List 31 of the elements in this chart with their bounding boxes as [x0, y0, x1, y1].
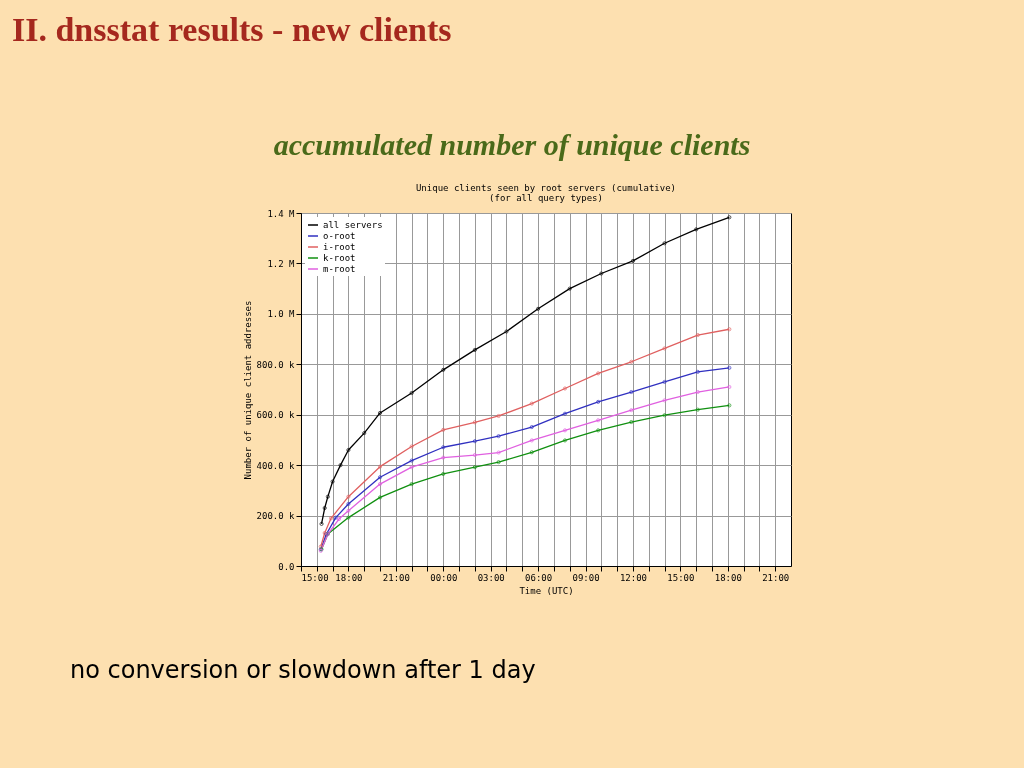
y-tick-label: 0.0: [278, 561, 295, 572]
legend-label: m-root: [323, 264, 356, 274]
x-tick-label: 03:00: [477, 572, 505, 583]
legend-label: i-root: [323, 242, 356, 252]
y-tick-label: 1.2 M: [267, 258, 296, 269]
legend-label: all servers: [323, 220, 383, 230]
text: no conversion or slowdown after 1 day: [70, 656, 536, 684]
y-tick-label: 200.0 k: [256, 511, 296, 522]
y-tick-label: 600.0 k: [256, 410, 296, 421]
text: Unique clients seen by root servers (cumulative): [415, 183, 677, 193]
x-tick-label: 00:00: [430, 572, 458, 583]
y-tick-label: 1.0 M: [267, 309, 296, 320]
legend-label: o-root: [323, 231, 356, 241]
chart-subtitle: accumulated number of unique clients: [273, 128, 751, 161]
x-tick-label: 09:00: [572, 572, 600, 583]
x-tick-label: 18:00: [335, 572, 363, 583]
chart-title: II. dnsstat results - new clients: [12, 11, 452, 48]
x-tick-label: 06:00: [525, 572, 553, 583]
x-axis-title: Time (UTC): [519, 585, 574, 596]
x-tick-label: 21:00: [382, 572, 410, 583]
x-tick-label: 21:00: [762, 572, 790, 583]
y-tick-label: 400.0 k: [256, 460, 296, 471]
x-tick-label: 12:00: [619, 572, 647, 583]
x-tick-label: 18:00: [714, 572, 742, 583]
text: (for all query types): [489, 193, 603, 203]
y-tick-label: 800.0 k: [256, 359, 296, 370]
y-tick-label: 1.4 M: [267, 208, 296, 219]
x-tick-label: 15:00: [301, 572, 329, 583]
legend-label: k-root: [323, 253, 356, 263]
y-axis-title: Number of unique client addresses: [242, 300, 253, 480]
x-tick-label: 15:00: [667, 572, 695, 583]
